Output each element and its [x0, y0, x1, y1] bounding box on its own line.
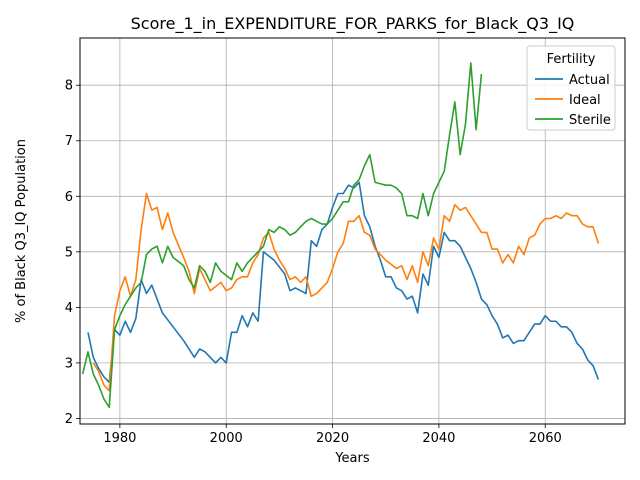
y-tick-label: 4 [65, 301, 73, 316]
y-axis-ticks: 2 3 4 5 6 7 8 [65, 79, 80, 427]
legend-label-sterile: Sterile [569, 113, 611, 128]
legend-label-actual: Actual [569, 73, 610, 88]
chart-title: Score_1_in_EXPENDITURE_FOR_PARKS_for_Bla… [131, 14, 575, 34]
y-tick-label: 5 [65, 245, 73, 260]
y-tick-label: 3 [65, 356, 73, 371]
y-tick-label: 6 [65, 190, 73, 205]
y-axis-label: % of Black Q3_IQ Population [14, 139, 29, 323]
series-line-sterile [81, 62, 483, 409]
series-lines [81, 62, 600, 409]
series-line-ideal [92, 192, 600, 392]
plot-frame [79, 37, 626, 425]
series-line-actual [87, 181, 600, 384]
legend-label-ideal: Ideal [569, 93, 601, 108]
legend: Fertility Actual Ideal Sterile [526, 45, 616, 131]
x-tick-label: 2060 [529, 431, 562, 446]
y-tick-label: 8 [65, 79, 73, 94]
x-axis-ticks: 1980 2000 2020 2040 2060 [103, 424, 562, 446]
legend-title: Fertility [547, 52, 596, 67]
x-tick-label: 1980 [103, 431, 136, 446]
x-axis-label: Years [334, 451, 370, 466]
legend-box [526, 45, 616, 131]
x-tick-label: 2020 [316, 431, 349, 446]
x-tick-label: 2040 [422, 431, 455, 446]
y-tick-label: 7 [65, 134, 73, 149]
x-tick-label: 2000 [210, 431, 243, 446]
y-tick-label: 2 [65, 412, 73, 427]
